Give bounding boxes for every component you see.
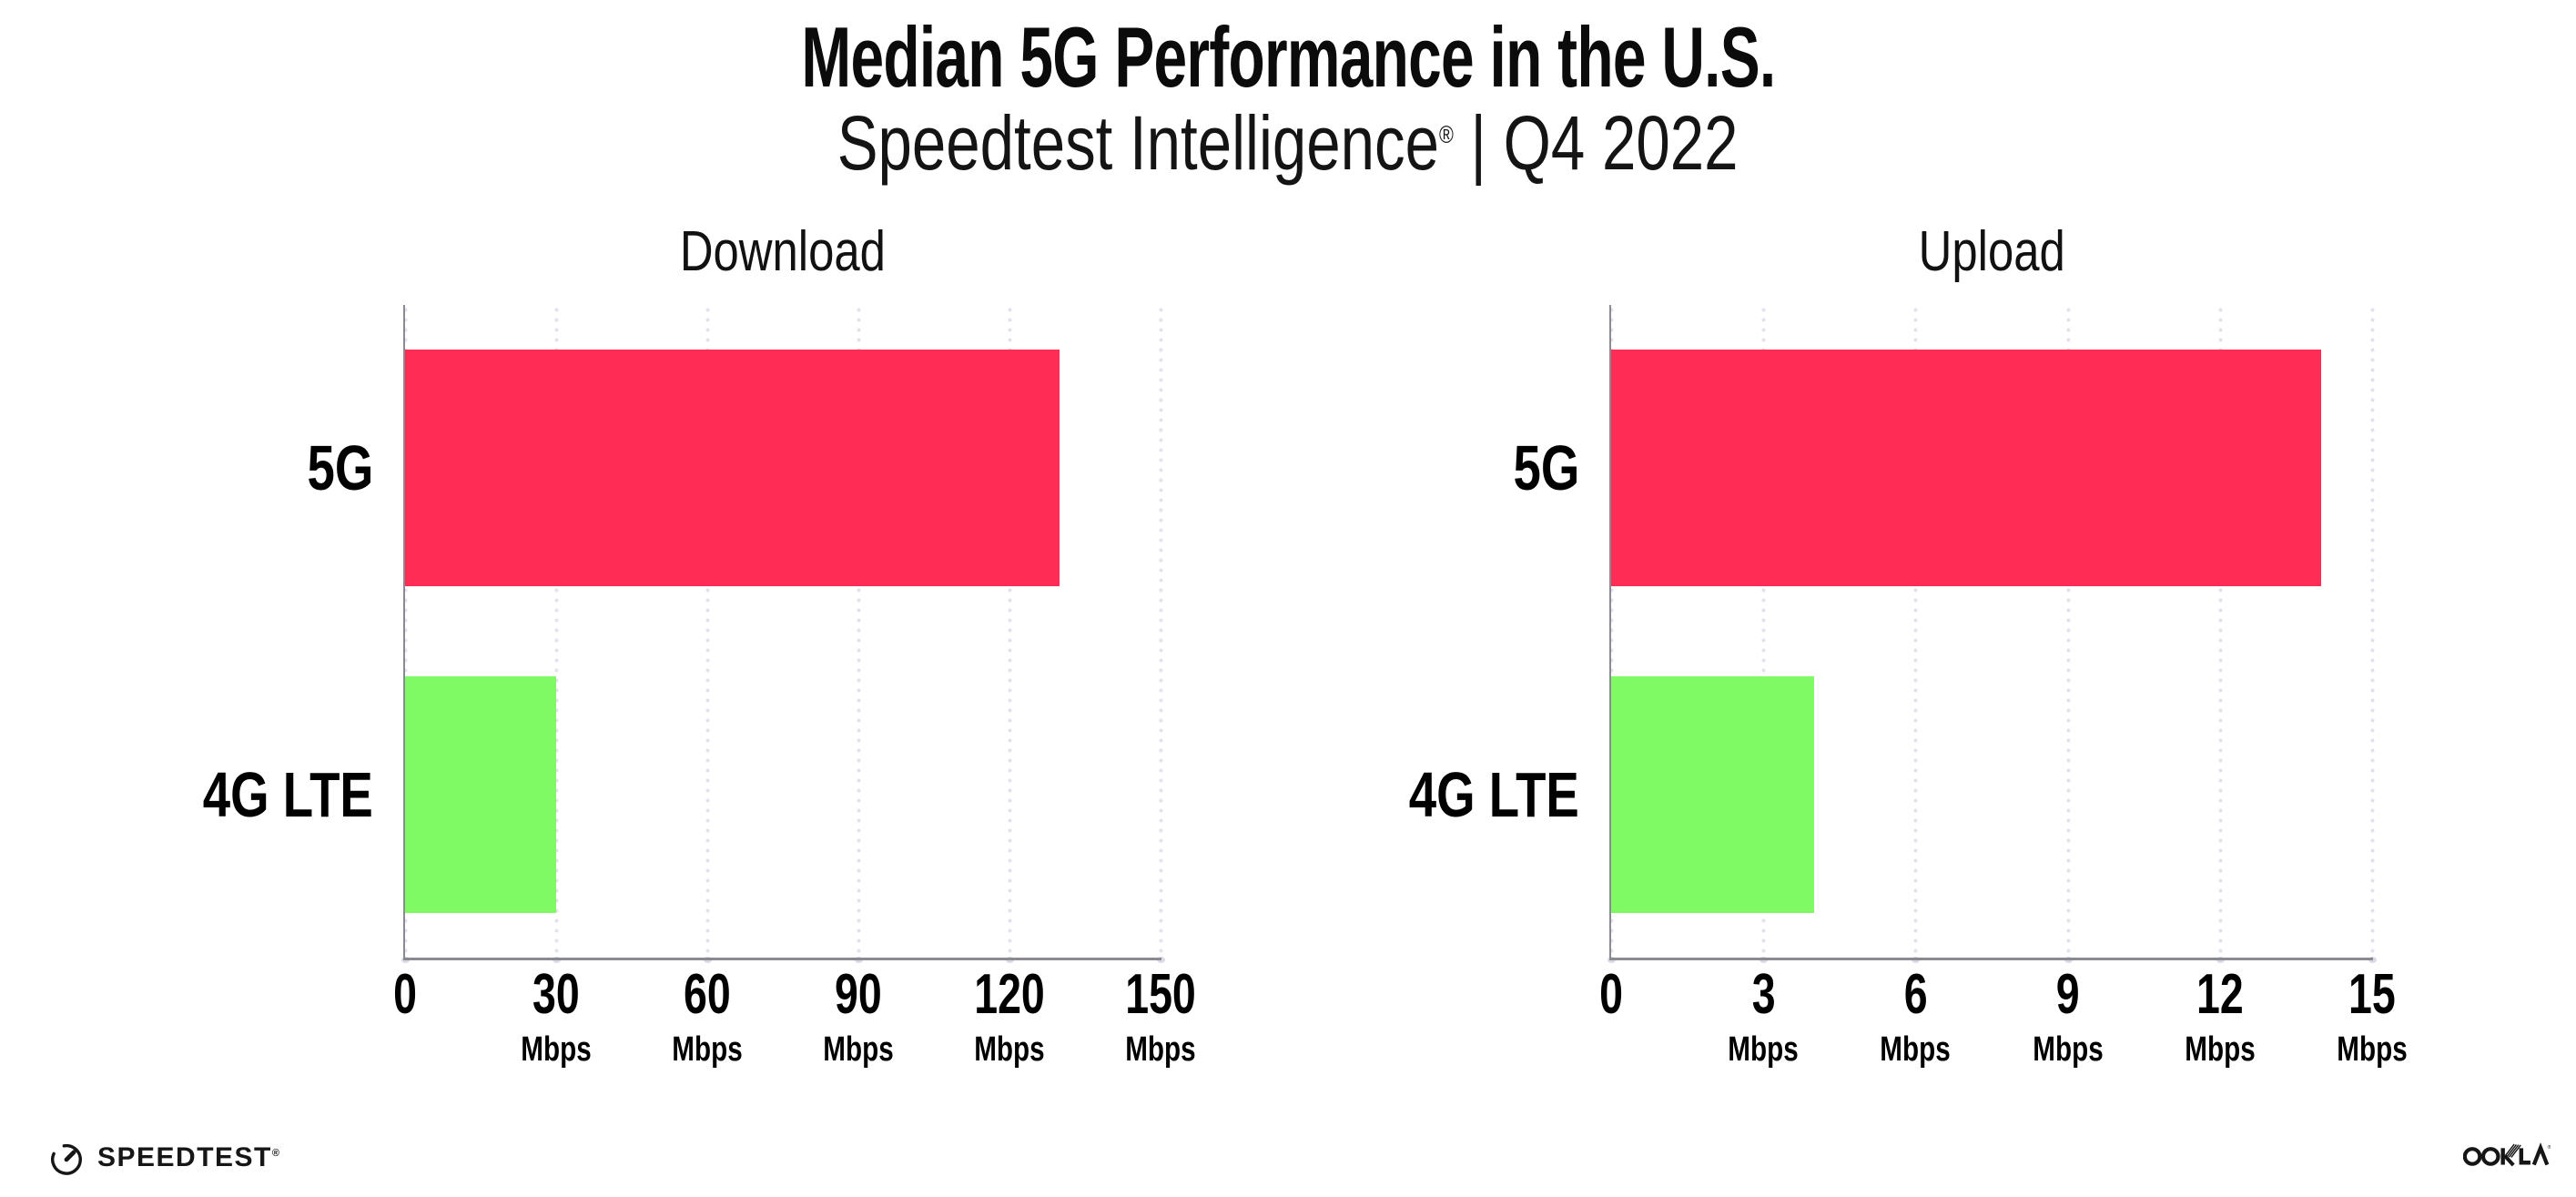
category-label-4g-lte: 4G LTE [202,758,373,830]
plot-area [401,305,1165,963]
gridline-150 [1157,305,1165,963]
gridline-15 [2368,305,2377,963]
y-axis-category-labels: 5G 4G LTE [1279,305,1579,958]
x-tick-6: 6 Mbps [1871,967,1961,1069]
x-axis-ticks: 0 3 Mbps 6 Mbps 9 Mbps 12 Mbps 15 Mbps [1599,967,2408,1085]
bar-5g [1611,350,2322,587]
x-axis-line [403,958,1161,960]
subtitle-brand: Speedtest Intelligence [837,99,1440,186]
x-tick-15: 15 Mbps [2327,967,2417,1069]
x-axis-line [1609,958,2373,960]
bar-4g-lte [405,675,556,913]
x-tick-unit: Mbps [1125,1030,1196,1069]
speedtest-logo: SPEEDTEST® [47,1139,279,1177]
ookla-logo: ® [2462,1141,2552,1173]
registered-mark-icon: ® [1439,120,1455,148]
page-title: Median 5G Performance in the U.S. [800,9,1776,105]
svg-text:®: ® [2548,1144,2551,1151]
panel-title: Download [679,220,887,283]
bar-4g-lte [1611,675,1814,913]
x-tick-3: 3 Mbps [1719,967,1809,1069]
y-axis-line [403,305,405,960]
category-label-5g: 5G [1513,432,1579,504]
chart-header: Median 5G Performance in the U.S. Speedt… [0,0,2576,181]
x-tick-unit: Mbps [2337,1030,2408,1069]
x-tick-unit: Mbps [2185,1030,2256,1069]
x-tick-0: 0 [393,963,417,1026]
x-tick-90: 90 Mbps [813,967,903,1069]
speedtest-gauge-icon [51,1143,82,1175]
x-tick-0: 0 [1599,963,1623,1026]
page-subtitle: Speedtest Intelligence® | Q4 2022 [0,105,2576,181]
x-tick-unit: Mbps [521,1030,592,1069]
subtitle-period: | Q4 2022 [1454,99,1739,186]
registered-mark-icon: ® [271,1148,279,1159]
category-label-4g-lte: 4G LTE [1408,758,1579,830]
speedtest-wordmark: SPEEDTEST® [97,1142,279,1172]
x-tick-30: 30 Mbps [511,967,601,1069]
plot-area [1607,305,2377,963]
panel-title: Upload [1918,220,2065,283]
x-tick-unit: Mbps [1728,1030,1799,1069]
x-tick-60: 60 Mbps [662,967,752,1069]
x-tick-120: 120 Mbps [962,967,1056,1069]
x-tick-150: 150 Mbps [1113,967,1207,1069]
x-tick-unit: Mbps [823,1030,894,1069]
x-tick-unit: Mbps [1880,1030,1952,1069]
x-tick-unit: Mbps [2032,1030,2104,1069]
x-axis-ticks: 0 30 Mbps 60 Mbps 90 Mbps 120 Mbps 150 Mbps [393,967,1196,1085]
y-axis-category-labels: 5G 4G LTE [73,305,373,958]
category-label-5g: 5G [307,432,373,504]
x-tick-12: 12 Mbps [2175,967,2265,1069]
x-tick-9: 9 Mbps [2023,967,2113,1069]
x-tick-unit: Mbps [672,1030,743,1069]
ookla-wordmark-icon: ® [2462,1142,2552,1167]
y-axis-line [1609,305,1611,960]
x-tick-unit: Mbps [974,1030,1045,1069]
bar-5g [405,350,1060,587]
